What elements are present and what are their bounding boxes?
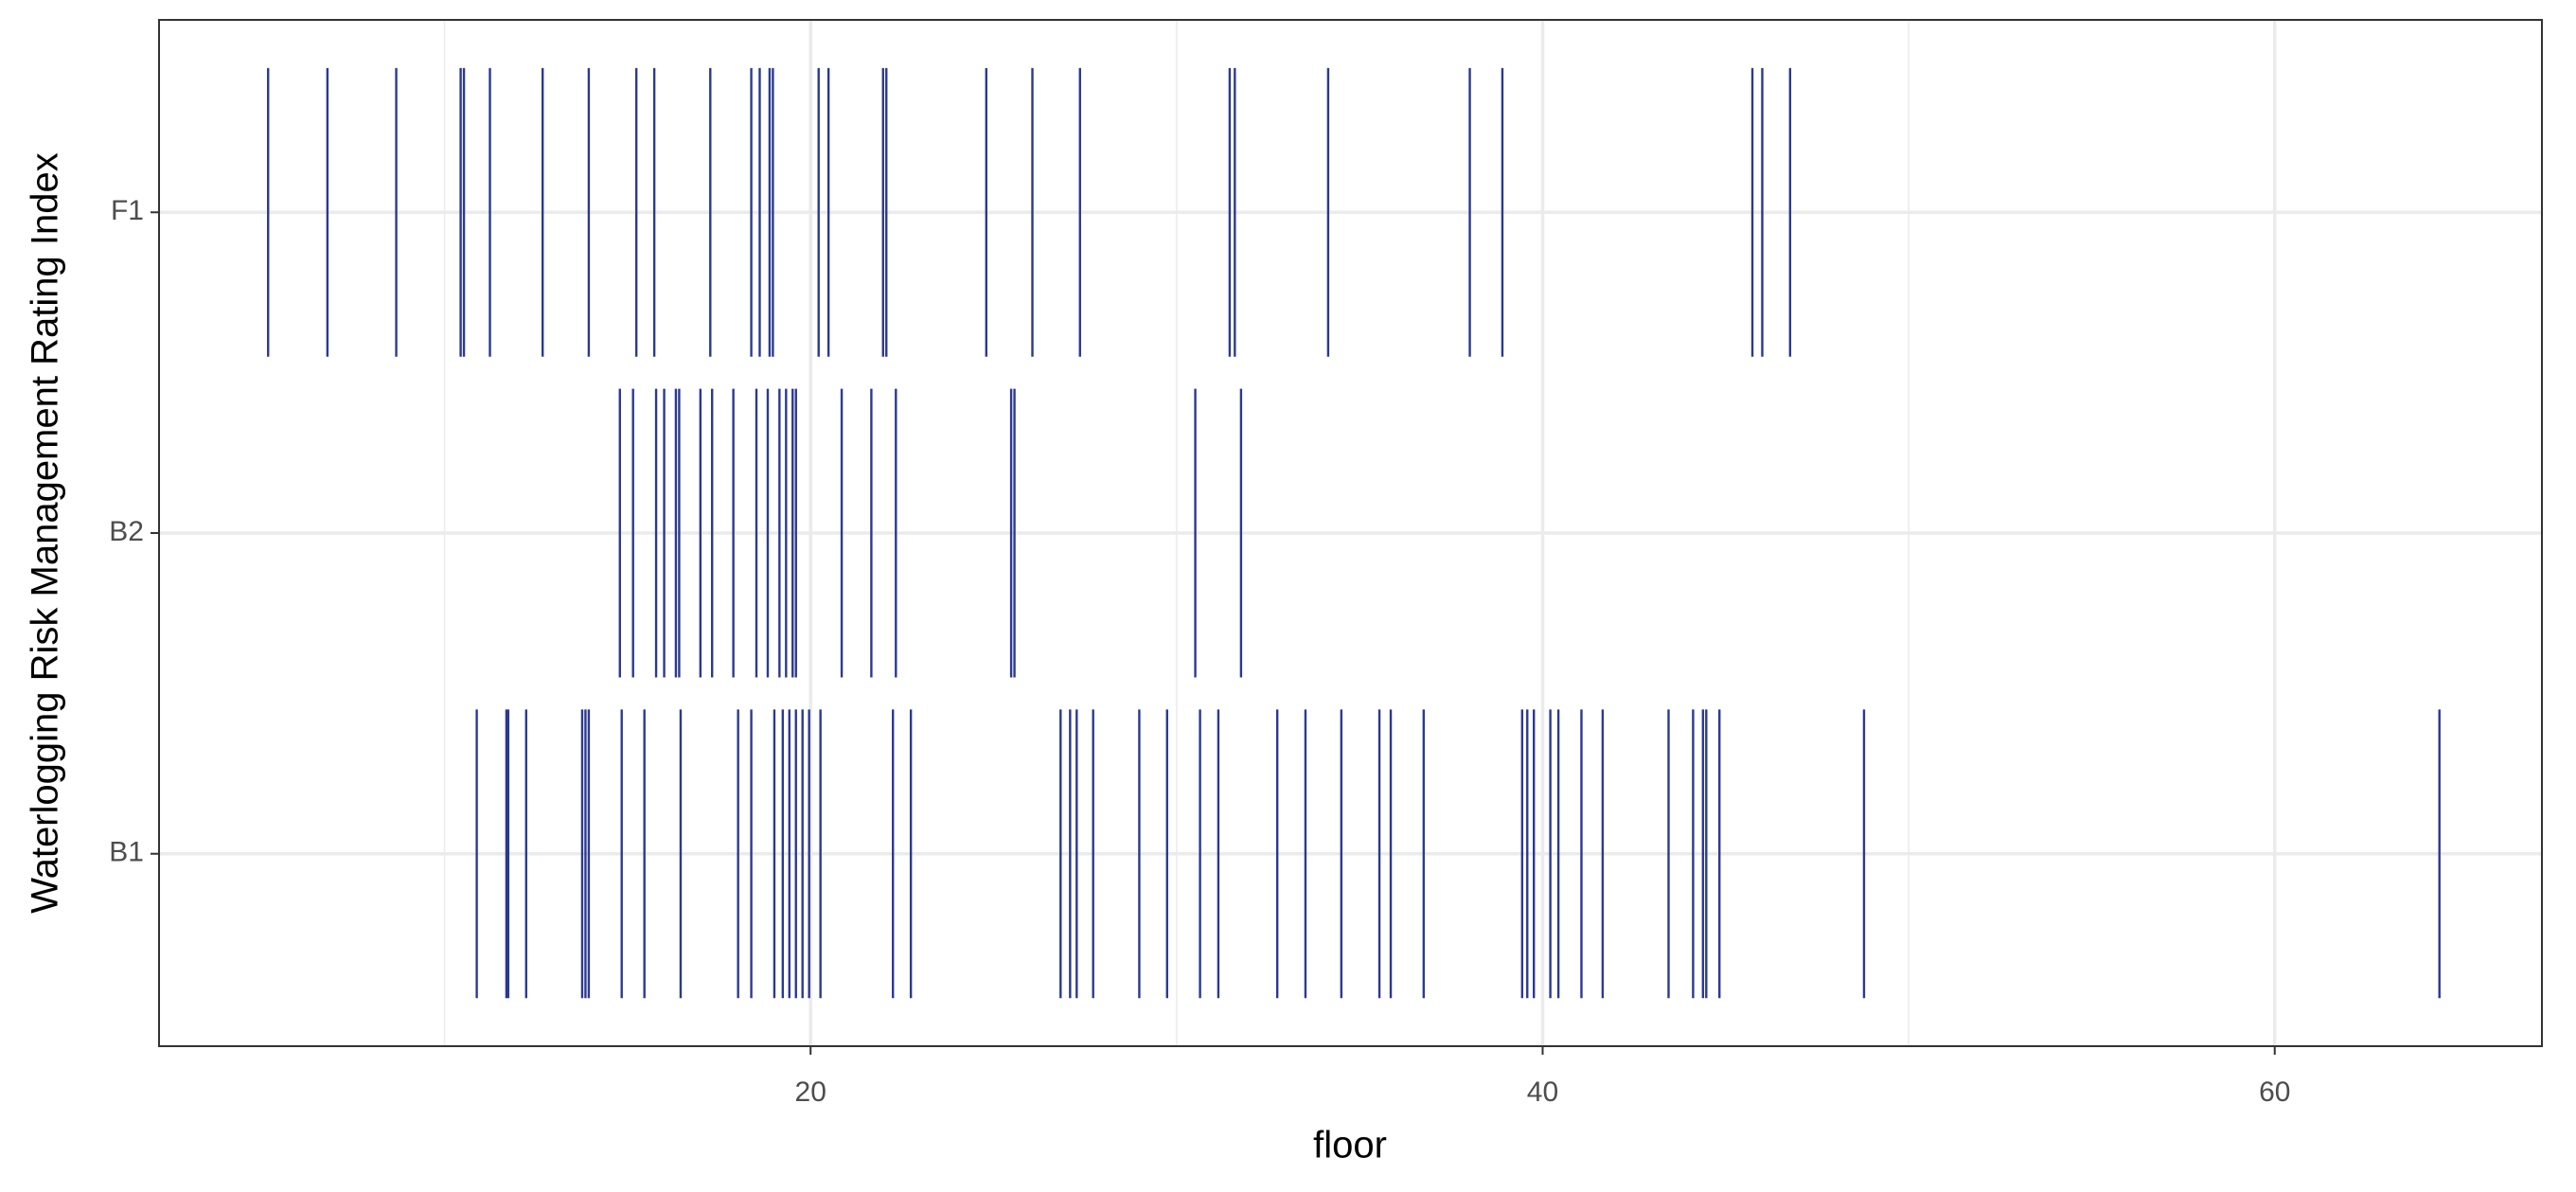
y-tick-label: B2	[109, 516, 144, 547]
panel-border	[158, 19, 2543, 1047]
x-tick-label: 20	[795, 1076, 826, 1108]
x-axis-title: floor	[1313, 1125, 1387, 1166]
x-tick-label: 40	[1527, 1076, 1558, 1108]
y-tick-label: F1	[111, 195, 144, 226]
y-tick-label: B1	[109, 837, 144, 868]
y-axis-title: Waterlogging Risk Management Rating Inde…	[25, 152, 66, 913]
x-tick-label: 60	[2259, 1076, 2290, 1108]
